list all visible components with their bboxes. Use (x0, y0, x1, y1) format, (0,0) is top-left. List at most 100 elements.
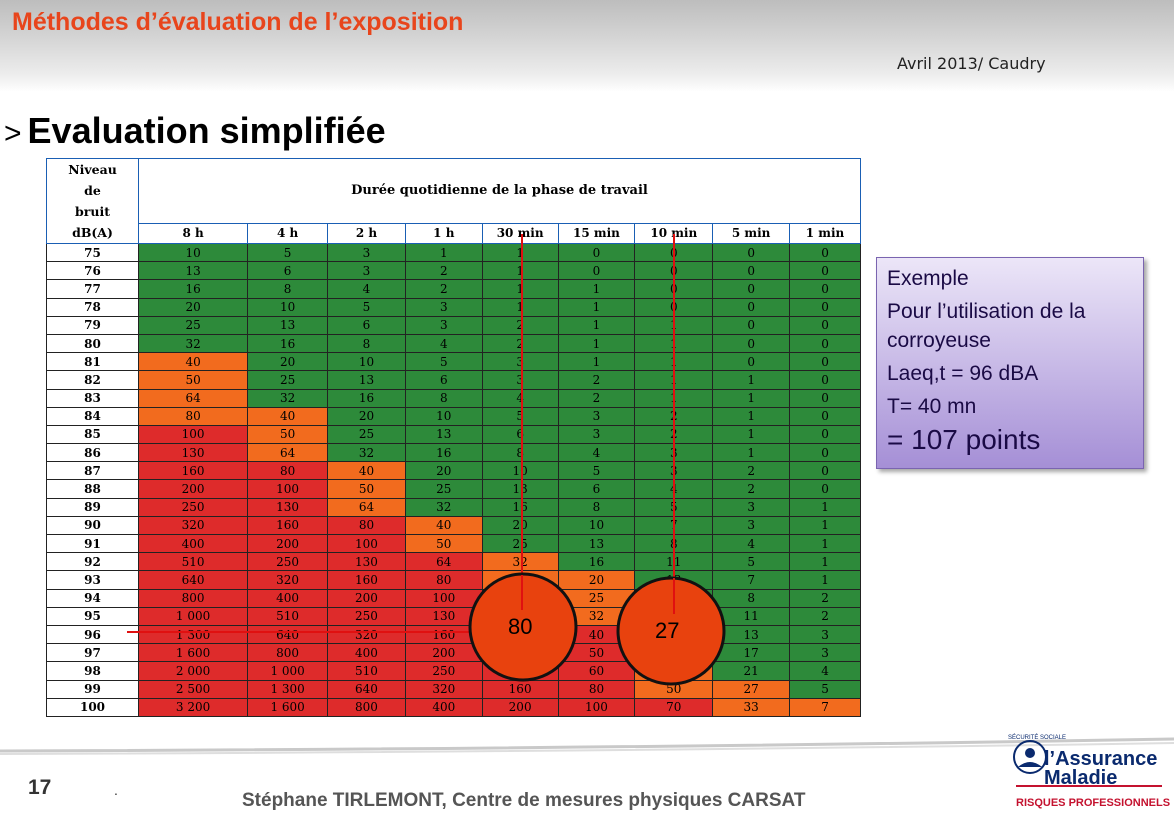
table-row: 77 16 8 4 2 1 1 0 0 0 (46, 279, 861, 299)
table-row: 79 25 13 6 3 2 1 1 0 0 (46, 315, 861, 335)
table-row: 90 320 160 80 40 20 10 7 3 1 (46, 515, 861, 536)
points-cell: 0 (789, 424, 861, 445)
points-cell: 160 (247, 515, 329, 536)
points-cell: 0 (789, 352, 861, 372)
points-cell: 32 (247, 388, 329, 408)
table-row: 94 800 400 200 100 50 25 17 8 2 (46, 588, 861, 608)
points-cell: 1 300 (137, 624, 249, 645)
section-heading-text: Evaluation simplifiée (27, 110, 386, 151)
points-cell: 0 (789, 461, 861, 481)
noise-level-cell: 81 (46, 352, 139, 372)
noise-points-table: Niveau de bruit dB(A) Durée quotidienne … (46, 158, 861, 717)
points-cell: 1 (634, 370, 714, 390)
points-cell: 510 (137, 552, 249, 572)
points-cell: 10 (327, 352, 406, 372)
points-cell: 13 (481, 479, 559, 499)
points-cell: 16 (327, 388, 406, 408)
points-cell: 2 (712, 461, 791, 481)
points-cell: 0 (712, 315, 791, 335)
presenter-credit: Stéphane TIRLEMONT, Centre de mesures ph… (242, 790, 806, 811)
points-cell: 0 (789, 279, 861, 299)
points-cell: 60 (557, 661, 636, 681)
points-cell: 32 (137, 333, 249, 354)
points-cell: 50 (327, 479, 406, 499)
points-cell: 0 (789, 242, 861, 263)
points-cell: 20 (404, 461, 483, 481)
points-cell: 50 (557, 643, 636, 663)
points-cell: 0 (712, 279, 791, 299)
noise-level-cell: 89 (46, 497, 139, 517)
table-row: 100 3 200 1 600 800 400 200 100 70 33 7 (46, 697, 861, 717)
table-body: 75 10 5 3 1 1 0 0 0 0 76 13 6 3 2 1 0 0 0 0 77 16 8 4 2 1 1 0 0 0 78 20… (46, 242, 861, 717)
table-row: 81 40 20 10 5 3 1 1 0 0 (46, 352, 861, 372)
table-row: 83 64 32 16 8 4 2 1 1 0 (46, 388, 861, 408)
callout-line: Laeq,t = 96 dBA (887, 362, 1039, 385)
points-cell: 250 (404, 661, 483, 681)
logo-subtitle: RISQUES PROFESSIONNELS (1016, 797, 1171, 809)
points-cell: 2 (481, 333, 559, 354)
footer-swoosh (0, 737, 1174, 755)
points-cell: 160 (481, 679, 559, 699)
points-cell: 20 (327, 406, 406, 426)
noise-level-cell: 75 (46, 242, 139, 263)
points-cell: 100 (137, 424, 249, 445)
points-cell: 0 (712, 242, 791, 263)
points-cell: 200 (404, 643, 483, 663)
points-cell: 100 (247, 479, 329, 499)
points-cell: 25 (327, 424, 406, 445)
header-band (0, 0, 1174, 92)
points-cell: 250 (137, 497, 249, 517)
points-cell: 32 (634, 643, 714, 663)
slide-title: Méthodes d’évaluation de l’exposition (12, 8, 464, 36)
noise-level-cell: 84 (46, 406, 139, 426)
points-cell: 1 (789, 570, 861, 590)
noise-level-cell: 90 (46, 515, 139, 536)
points-cell: 27 (712, 679, 791, 699)
points-cell: 100 (481, 643, 559, 663)
noise-level-cell: 98 (46, 661, 139, 681)
points-cell: 25 (137, 315, 249, 335)
points-cell: 0 (789, 406, 861, 426)
table-row: 97 1 600 800 400 200 100 50 32 17 3 (46, 643, 861, 663)
points-cell: 5 (327, 297, 406, 317)
points-cell: 64 (404, 552, 483, 572)
points-cell: 320 (404, 679, 483, 699)
points-cell: 80 (137, 406, 249, 426)
points-cell: 40 (404, 515, 483, 536)
points-cell: 13 (404, 424, 483, 445)
level-header-line: bruit (75, 204, 110, 219)
points-cell: 0 (789, 261, 861, 281)
points-cell: 4 (712, 533, 791, 554)
noise-level-cell: 87 (46, 461, 139, 481)
points-cell: 130 (404, 606, 483, 626)
points-cell: 20 (247, 352, 329, 372)
points-cell: 3 (789, 624, 861, 645)
table-row: 86 130 64 32 16 8 4 3 1 0 (46, 443, 861, 463)
bullet-chevron: > (4, 117, 22, 150)
points-cell: 11 (634, 552, 714, 572)
points-cell: 320 (137, 515, 249, 536)
points-cell: 400 (404, 697, 483, 717)
points-cell: 1 (712, 424, 791, 445)
points-cell: 100 (557, 697, 636, 717)
points-cell: 400 (327, 643, 406, 663)
points-cell: 2 000 (137, 661, 249, 681)
points-cell: 1 (634, 388, 714, 408)
table-row: 92 510 250 130 64 32 16 11 5 1 (46, 552, 861, 572)
table-row: 87 160 80 40 20 10 5 3 2 0 (46, 461, 861, 481)
points-cell: 25 (247, 370, 329, 390)
points-cell: 4 (327, 279, 406, 299)
table-row: 93 640 320 160 80 40 20 13 7 1 (46, 570, 861, 590)
points-cell: 0 (789, 370, 861, 390)
points-cell: 16 (404, 443, 483, 463)
noise-table: Niveau de bruit dB(A) Durée quotidienne … (46, 158, 861, 717)
points-cell: 640 (247, 624, 329, 645)
points-cell: 64 (247, 443, 329, 463)
noise-level-cell: 85 (46, 424, 139, 445)
points-cell: 50 (137, 370, 249, 390)
points-cell: 16 (247, 333, 329, 354)
points-cell: 200 (481, 697, 559, 717)
points-cell: 2 (557, 388, 636, 408)
table-row: 96 1 300 640 320 160 80 40 27 13 3 (46, 624, 861, 645)
level-header-line: de (84, 183, 101, 198)
